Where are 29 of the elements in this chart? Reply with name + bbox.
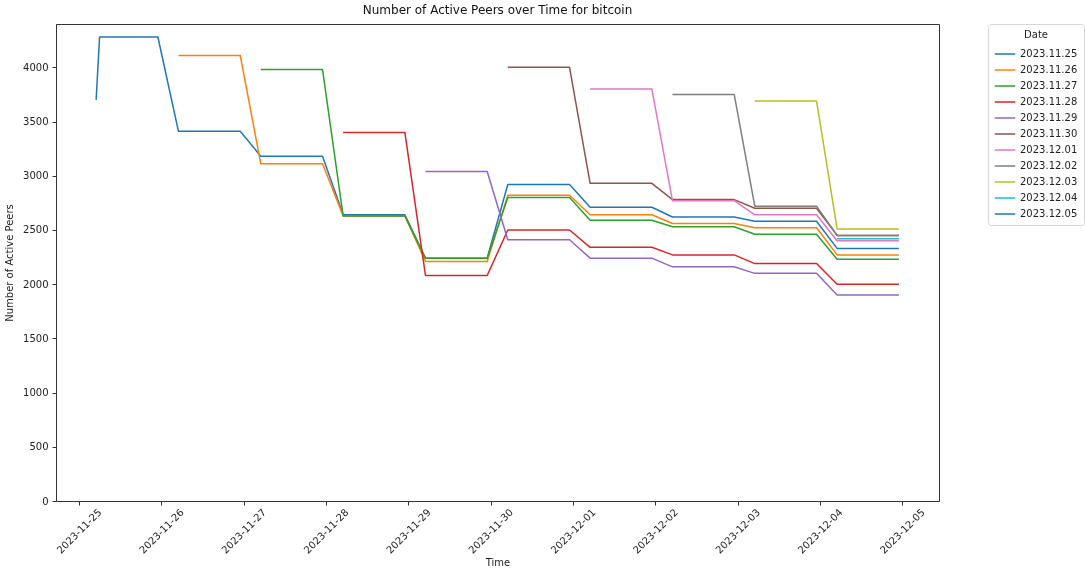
y-tick-label: 0 (42, 495, 49, 507)
y-tick-label: 500 (29, 441, 49, 453)
y-tick-label: 2500 (23, 224, 49, 236)
y-tick-label: 1000 (23, 387, 49, 399)
legend-label: 2023.12.03 (1020, 176, 1078, 187)
y-tick-label: 4000 (23, 61, 49, 73)
y-tick-label: 1500 (23, 332, 49, 344)
legend-label: 2023.11.26 (1020, 64, 1078, 75)
legend-label: 2023.12.02 (1020, 160, 1078, 171)
line-series (424, 170, 900, 296)
legend-label: 2023.11.28 (1020, 96, 1078, 107)
line-series (342, 131, 900, 285)
legend-label: 2023.11.30 (1020, 128, 1078, 139)
legend-label: 2023.11.27 (1020, 80, 1078, 91)
x-axis-title: Time (484, 556, 511, 568)
line-series (589, 88, 900, 242)
legend-title: Date (1024, 29, 1048, 40)
legend-label: 2023.12.04 (1020, 192, 1078, 203)
legend-label: 2023.12.05 (1020, 208, 1078, 219)
legend-label: 2023.11.25 (1020, 48, 1078, 59)
chart-title: Number of Active Peers over Time for bitcoin (362, 2, 633, 17)
legend-label: 2023.11.29 (1020, 112, 1078, 123)
line-series (260, 68, 900, 260)
y-tick-label: 3500 (23, 116, 49, 128)
y-tick-label: 3000 (23, 170, 49, 182)
y-axis-title: Number of Active Peers (4, 204, 16, 322)
legend-label: 2023.12.01 (1020, 144, 1078, 155)
y-tick-label: 2000 (23, 278, 49, 290)
line-series (177, 54, 900, 263)
